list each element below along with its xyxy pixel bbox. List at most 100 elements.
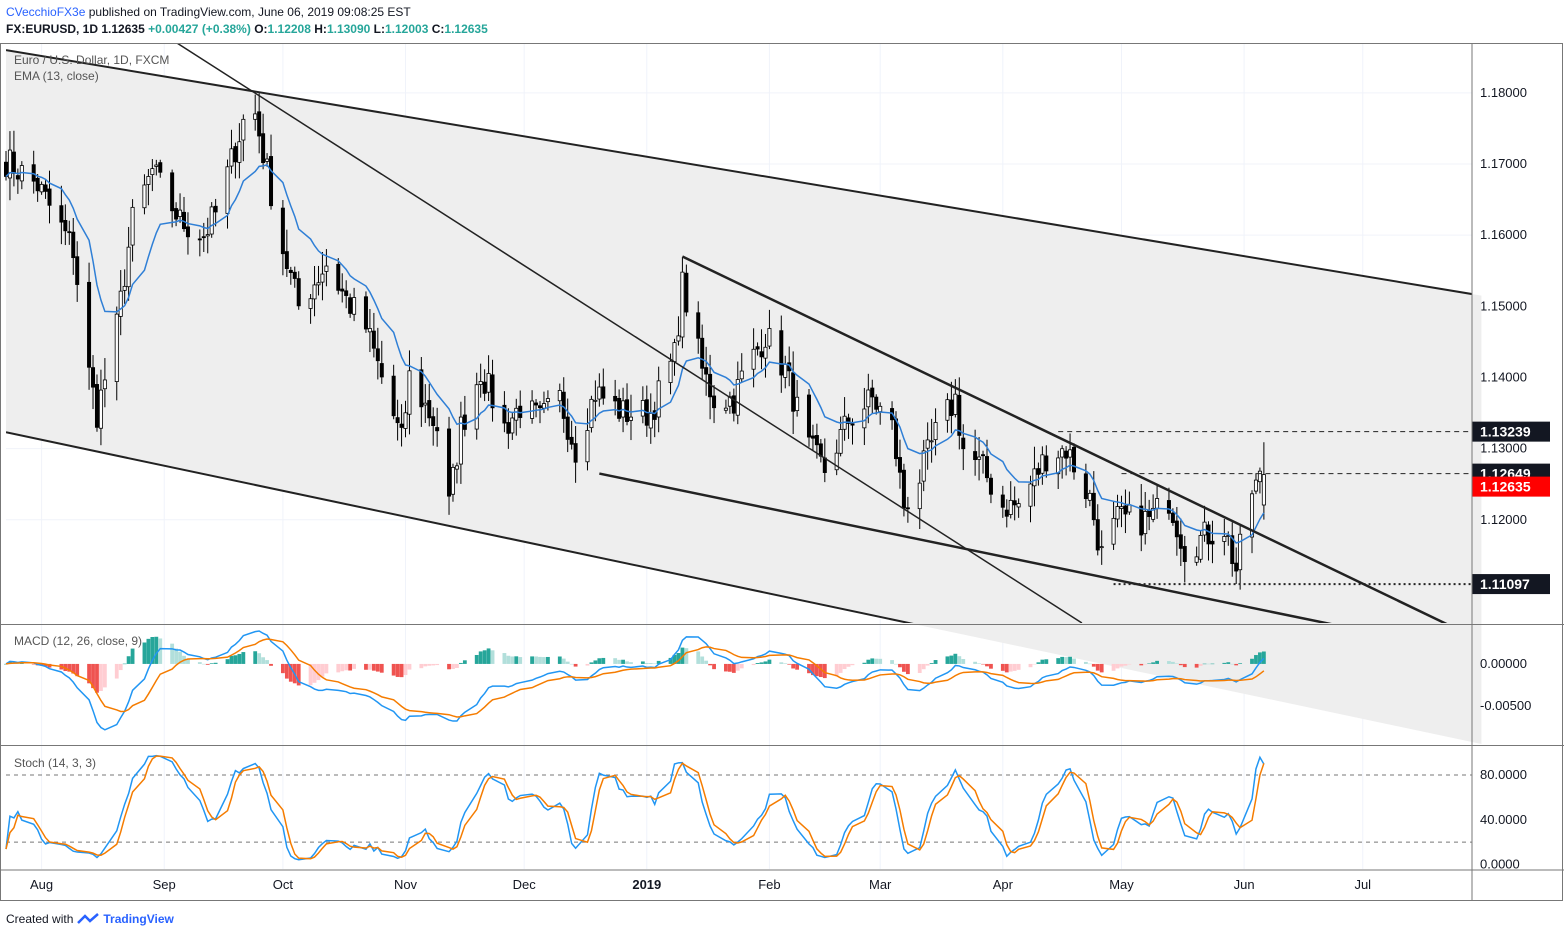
macd-histogram-bar	[71, 663, 76, 674]
macd-histogram-bar	[1261, 651, 1266, 664]
candle-body	[779, 330, 784, 376]
macd-histogram-bar	[368, 663, 372, 670]
macd-histogram-bar	[961, 659, 966, 664]
trendline-wedge-upper	[681, 255, 1448, 623]
macd-histogram-bar	[534, 656, 538, 664]
macd-signal-line	[5, 638, 1265, 718]
candle-body	[178, 209, 183, 217]
macd-histogram-bar	[237, 653, 242, 664]
candle-body	[1250, 493, 1255, 538]
macd-histogram-bar	[949, 655, 954, 664]
x-tick-label: Sep	[153, 877, 176, 892]
x-tick-label: Dec	[513, 877, 537, 892]
candle-body	[395, 417, 400, 424]
open-label: O:	[254, 22, 268, 36]
macd-histogram-bar	[1016, 663, 1021, 670]
macd-histogram-bar	[308, 663, 313, 686]
macd-histogram-bar	[320, 663, 325, 677]
candle-body	[1198, 535, 1203, 560]
candle-body	[510, 417, 515, 434]
candle-body	[1119, 506, 1124, 509]
candle-body	[43, 184, 48, 192]
macd-histogram-bar	[1123, 663, 1128, 666]
candle-body	[201, 236, 206, 239]
macd-histogram-bar	[506, 655, 511, 664]
candle-body	[1210, 540, 1215, 545]
x-tick-label: Nov	[394, 877, 418, 892]
candle-body	[1143, 511, 1148, 535]
candle-body	[407, 370, 412, 415]
candle-body	[1151, 507, 1156, 520]
macd-histogram-bar	[1202, 663, 1207, 665]
x-tick-label: Mar	[869, 877, 892, 892]
candle-body	[822, 457, 827, 473]
macd-histogram-bar	[727, 663, 732, 672]
macd-histogram-bar	[870, 658, 875, 664]
macd-histogram-bar	[447, 663, 451, 670]
macd-histogram-bar	[565, 661, 570, 664]
candle-body	[961, 437, 966, 450]
macd-histogram-bar	[874, 658, 879, 664]
channel-fill	[6, 50, 1482, 744]
macd-histogram-bar	[1198, 663, 1203, 666]
macd-histogram-bar	[1111, 663, 1116, 671]
candle-body	[925, 439, 930, 449]
tradingview-brand[interactable]: TradingView	[103, 912, 174, 926]
macd-histogram-bar	[601, 657, 606, 664]
candle-body	[419, 369, 424, 408]
macd-histogram-bar	[336, 663, 341, 673]
macd-histogram-bar	[284, 663, 289, 679]
macd-histogram-bar	[973, 661, 978, 664]
tradingview-logo-icon	[77, 913, 100, 924]
candle-body	[447, 428, 452, 497]
candle-body	[1032, 468, 1037, 487]
macd-histogram-bar	[502, 653, 507, 664]
candle-body	[1012, 500, 1017, 506]
macd-histogram-bar	[597, 658, 602, 664]
candle-body	[482, 381, 487, 394]
candle-body	[668, 360, 673, 383]
candle-body	[1202, 521, 1207, 536]
candle-body	[288, 269, 293, 273]
macd-histogram-bar	[917, 663, 922, 673]
macd-histogram-bar	[735, 663, 740, 671]
macd-histogram-bar	[1119, 663, 1124, 667]
candle-body	[973, 451, 978, 461]
candle-body	[427, 400, 432, 419]
candle-body	[391, 375, 396, 417]
candle-body	[929, 440, 934, 443]
macd-histogram-bar	[316, 663, 321, 681]
macd-histogram-bar	[518, 657, 523, 664]
candle-body	[1170, 512, 1175, 523]
candle-body	[205, 234, 210, 237]
ema-line	[5, 164, 1265, 544]
candle-body	[237, 141, 242, 163]
macd-histogram-bar	[91, 663, 95, 689]
author-link[interactable]: CVecchioFX3e	[6, 5, 86, 19]
price-label-box	[1472, 421, 1550, 442]
macd-histogram-bar	[921, 663, 926, 670]
candle-body	[506, 422, 511, 434]
macd-histogram-bar	[455, 663, 459, 668]
macd-histogram-bar	[1028, 663, 1033, 668]
candle-body	[810, 435, 815, 439]
candle-body	[613, 395, 618, 402]
x-tick-label: Jul	[1354, 877, 1371, 892]
candle-body	[253, 113, 258, 120]
candle-body	[154, 164, 159, 167]
candle-body	[478, 381, 483, 385]
macd-histogram-bar	[395, 663, 400, 677]
macd-histogram-bar	[621, 659, 625, 664]
candle-body	[241, 118, 246, 141]
macd-histogram-bar	[1036, 662, 1041, 664]
macd-histogram-bar	[118, 663, 123, 671]
candle-body	[767, 328, 772, 347]
macd-histogram-bar	[102, 663, 107, 688]
macd-histogram-bar	[407, 663, 412, 670]
macd-histogram-bar	[791, 663, 796, 669]
macd-histogram-bar	[644, 662, 649, 664]
macd-histogram-bar	[613, 658, 618, 664]
macd-histogram-bar	[225, 659, 230, 664]
candle-body	[541, 403, 546, 409]
